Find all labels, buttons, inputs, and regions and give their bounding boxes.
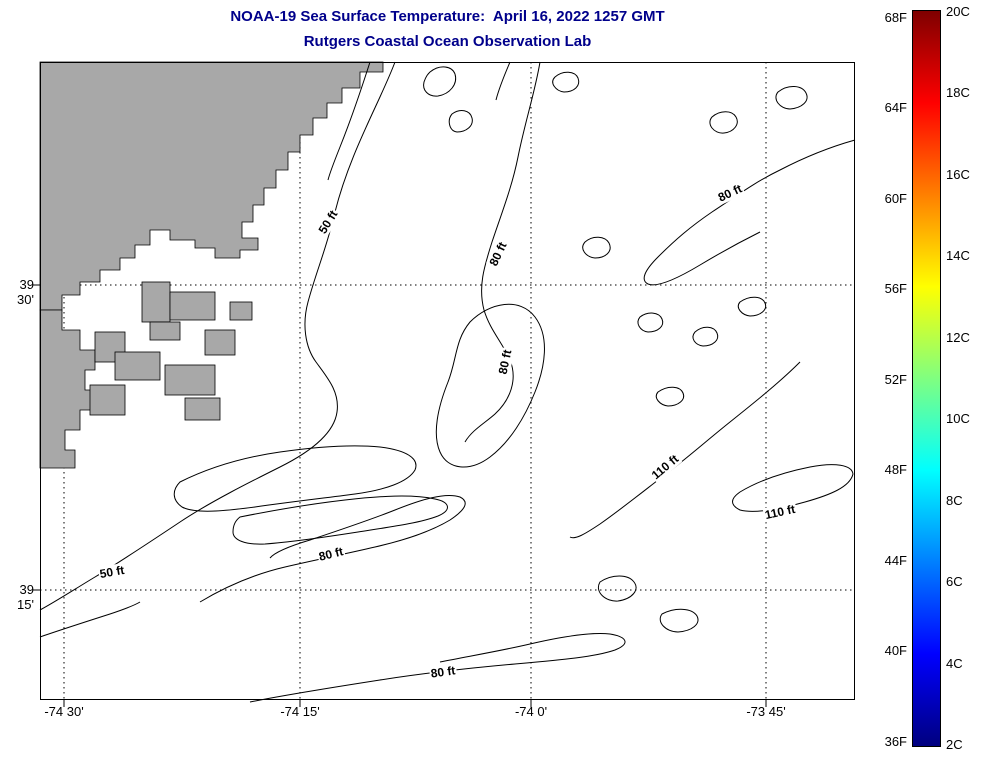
contour-lines <box>39 61 856 703</box>
land-block <box>229 301 253 321</box>
x-axis-tick-label: -74 0' <box>514 704 548 719</box>
colorbar-c-label: 10C <box>946 411 970 426</box>
x-axis-tick-label: -74 15' <box>280 704 320 719</box>
land-block <box>204 329 236 356</box>
colorbar-c-label: 2C <box>946 737 963 752</box>
colorbar-f-label: 64F <box>884 100 907 115</box>
temperature-colorbar <box>912 10 941 747</box>
axis-ticks <box>33 284 767 707</box>
colorbar-f-label: 48F <box>884 462 907 477</box>
colorbar-c-label: 4C <box>946 656 963 671</box>
colorbar-c-label: 6C <box>946 574 963 589</box>
colorbar-c-label: 12C <box>946 330 970 345</box>
map-canvas <box>33 61 856 707</box>
land-block <box>114 351 161 381</box>
land-polygon <box>39 61 384 311</box>
land-mask <box>39 61 384 469</box>
land-polygon <box>39 309 96 469</box>
colorbar-f-label: 36F <box>884 734 907 749</box>
map-plot: 50 ft 80 ft 80 ft 80 ft 110 ft 110 ft 80… <box>33 61 856 707</box>
land-block <box>149 321 181 341</box>
land-block <box>184 397 221 421</box>
figure-title: NOAA-19 Sea Surface Temperature: April 1… <box>230 8 665 25</box>
colorbar-f-label: 60F <box>884 191 907 206</box>
colorbar-c-label: 18C <box>946 85 970 100</box>
colorbar-f-label: 40F <box>884 643 907 658</box>
colorbar-f-label: 56F <box>884 281 907 296</box>
figure-subtitle: Rutgers Coastal Ocean Observation Lab <box>303 33 592 50</box>
colorbar-f-label: 68F <box>884 10 907 25</box>
land-block <box>89 384 126 416</box>
colorbar-f-label: 44F <box>884 553 907 568</box>
land-block <box>169 291 216 321</box>
y-axis-tick-label: 39 15' <box>17 582 34 612</box>
colorbar-c-label: 8C <box>946 493 963 508</box>
x-axis-tick-label: -74 30' <box>44 704 84 719</box>
land-block <box>141 281 171 323</box>
y-axis-tick-label: 39 30' <box>17 277 34 307</box>
land-block <box>164 364 216 396</box>
colorbar-c-label: 14C <box>946 248 970 263</box>
x-axis-tick-label: -73 45' <box>746 704 786 719</box>
land-block <box>94 331 126 363</box>
axis-border <box>40 62 855 700</box>
colorbar-c-label: 20C <box>946 4 970 19</box>
colorbar-c-label: 16C <box>946 167 970 182</box>
colorbar-f-label: 52F <box>884 372 907 387</box>
